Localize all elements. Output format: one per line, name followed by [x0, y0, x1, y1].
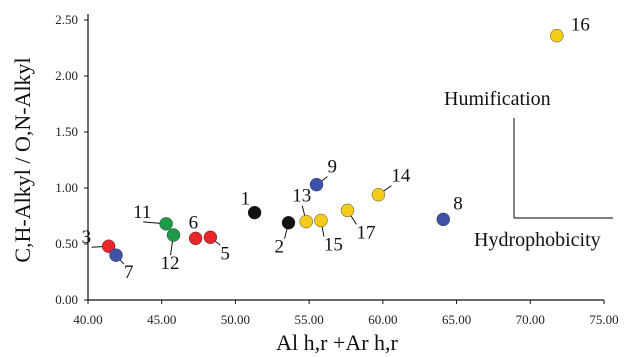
point-label: 6	[189, 212, 199, 233]
data-point	[436, 212, 451, 227]
point-label: 14	[391, 166, 411, 187]
y-tick-label: 1.00	[55, 180, 78, 195]
point-label: 2	[275, 237, 285, 258]
data-point	[281, 216, 296, 230]
point-label: 12	[161, 253, 180, 274]
data-point	[159, 217, 173, 231]
x-tick-label: 55.00	[295, 312, 324, 327]
y-tick-label: 0.50	[55, 236, 78, 251]
data-point	[309, 177, 324, 192]
y-tick-label: 1.50	[55, 124, 78, 139]
point-label: 11	[133, 202, 151, 223]
x-tick-label: 75.00	[589, 312, 618, 327]
point-label: 1	[241, 189, 251, 210]
data-point	[101, 239, 116, 253]
point-label: 8	[453, 193, 463, 214]
point-label: 3	[82, 227, 92, 248]
point-label: 17	[356, 222, 375, 243]
data-point	[550, 28, 564, 43]
data-point	[247, 205, 262, 220]
y-tick-label: 2.50	[55, 12, 78, 27]
data-point	[299, 214, 313, 229]
y-axis-label: C,H-Alkyl / O,N-Alkyl	[10, 57, 35, 262]
data-point	[340, 203, 355, 218]
axes	[87, 14, 604, 301]
point-label: 7	[124, 262, 134, 283]
y-tick-label: 0.00	[55, 292, 78, 307]
data-point	[314, 213, 328, 228]
x-tick-label: 40.00	[73, 312, 102, 327]
point-label: 15	[324, 234, 343, 255]
x-tick-label: 65.00	[442, 312, 471, 327]
trend-annotation: Humification Hydrophobicity	[444, 88, 613, 251]
data-point	[188, 231, 203, 246]
x-tick-label: 45.00	[147, 312, 176, 327]
x-tick-label: 60.00	[368, 312, 397, 327]
x-axis-label: Al h,r +Ar h,r	[276, 330, 398, 355]
ticks: 40.00 45.00 50.00 55.00 60.00 65.00 70.00 75.00…	[55, 12, 618, 327]
annotation-humification: Humification	[444, 88, 551, 110]
x-tick-label: 50.00	[221, 312, 250, 327]
data-point	[203, 230, 218, 244]
x-tick-label: 70.00	[516, 312, 545, 327]
data-point	[109, 248, 123, 262]
point-label: 5	[220, 243, 230, 264]
data-point	[166, 228, 181, 242]
data-point	[371, 188, 386, 202]
y-tick-label: 2.00	[55, 68, 78, 83]
point-label: 16	[571, 15, 590, 36]
annotation-hydrophobicity: Hydrophobicity	[474, 229, 601, 251]
point-label: 13	[292, 186, 311, 207]
point-label: 9	[328, 157, 338, 178]
